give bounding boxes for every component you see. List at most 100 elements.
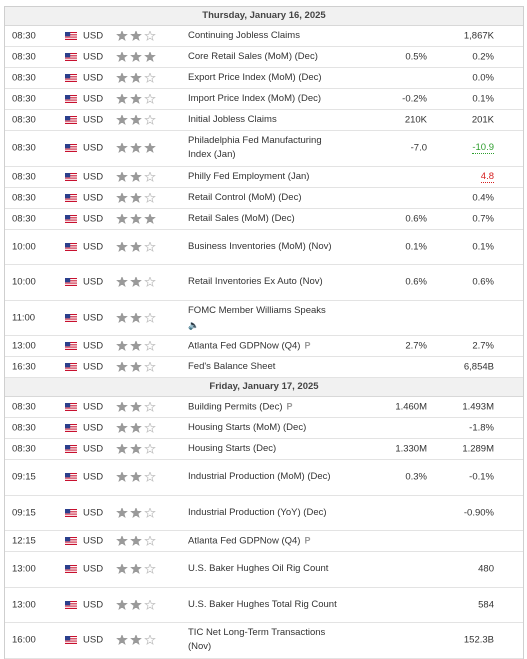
- event-row[interactable]: 13:00 USD Atlanta Fed GDPNow (Q4) P 2.7% 2.7%: [5, 336, 523, 357]
- event-row[interactable]: 16:00 USD TIC Net Long-Term Transactions (…: [5, 623, 523, 659]
- event-text[interactable]: Atlanta Fed GDPNow (Q4): [188, 340, 301, 352]
- event-row[interactable]: 13:00 USD U.S. Baker Hughes Total Rig Coun…: [5, 588, 523, 623]
- event-name[interactable]: Industrial Production (YoY) (Dec): [188, 506, 338, 520]
- page: Thursday, January 16, 2025 08:30 USD Contin…: [4, 6, 524, 659]
- event-name[interactable]: Retail Sales (MoM) (Dec): [188, 212, 338, 226]
- event-row[interactable]: 08:30 USD Retail Control (MoM) (Dec) 0.4%: [5, 188, 523, 209]
- importance: [116, 635, 156, 646]
- event-row[interactable]: 08:30 USD Housing Starts (MoM) (Dec) -1.8%: [5, 418, 523, 439]
- event-name[interactable]: Initial Jobless Claims: [188, 113, 338, 127]
- star: [116, 31, 128, 41]
- forecast: 1.330M: [395, 443, 427, 455]
- event-name[interactable]: FOMC Member Williams Speaks 🔈: [188, 304, 338, 332]
- event-row[interactable]: 12:15 USD Atlanta Fed GDPNow (Q4) P: [5, 531, 523, 552]
- star: [116, 312, 128, 323]
- event-row[interactable]: 08:30 USD Core Retail Sales (MoM) (Dec) 0.5…: [5, 47, 523, 68]
- event-text[interactable]: Housing Starts (Dec): [188, 443, 277, 454]
- event-name[interactable]: Atlanta Fed GDPNow (Q4) P: [188, 534, 338, 549]
- event-text[interactable]: Industrial Production (YoY) (Dec): [188, 506, 327, 518]
- event-row[interactable]: 08:30 USD Retail Sales (MoM) (Dec) 0.6% 0.7%: [5, 209, 523, 230]
- time: 09:15: [12, 507, 36, 519]
- us-flag: [65, 424, 77, 432]
- star: [130, 277, 142, 288]
- event-row[interactable]: 10:00 USD Retail Inventories Ex Auto (Nov)…: [5, 265, 523, 301]
- event-text[interactable]: Retail Sales (MoM) (Dec): [188, 212, 295, 224]
- forecast: -0.2%: [402, 93, 427, 105]
- us-flag: [65, 95, 77, 103]
- event-row[interactable]: 08:30 USD Import Price Index (MoM) (Dec) -0…: [5, 89, 523, 110]
- event-name[interactable]: Building Permits (Dec) P: [188, 400, 338, 415]
- event-name[interactable]: Atlanta Fed GDPNow (Q4) P: [188, 339, 338, 354]
- event-row[interactable]: 08:30 USD Philadelphia Fed Manufacturing I…: [5, 131, 523, 167]
- event-text[interactable]: Atlanta Fed GDPNow (Q4): [188, 535, 301, 547]
- star: [130, 94, 142, 104]
- event-name[interactable]: Retail Control (MoM) (Dec): [188, 191, 338, 205]
- event-name[interactable]: Continuing Jobless Claims: [188, 29, 338, 43]
- event-name[interactable]: Export Price Index (MoM) (Dec): [188, 71, 338, 85]
- event-name[interactable]: U.S. Baker Hughes Oil Rig Count: [188, 562, 338, 576]
- currency: USD: [83, 93, 104, 105]
- event-row[interactable]: 10:00 USD Business Inventories (MoM) (Nov)…: [5, 230, 523, 265]
- event-text[interactable]: Export Price Index (MoM) (Dec): [188, 72, 322, 83]
- event-text[interactable]: FOMC Member Williams Speaks: [188, 304, 326, 316]
- us-flag: [65, 473, 77, 482]
- currency: USD: [83, 471, 104, 483]
- event-text[interactable]: U.S. Baker Hughes Oil Rig Count: [188, 563, 329, 575]
- event-row[interactable]: 16:30 USD Fed's Balance Sheet 6,854B: [5, 357, 523, 378]
- event-row[interactable]: 11:00 USD FOMC Member Williams Speaks 🔈: [5, 301, 523, 336]
- event-text[interactable]: U.S. Baker Hughes Total Rig Count: [188, 598, 337, 610]
- forecast: 0.5%: [405, 51, 427, 63]
- event-row[interactable]: 08:30 USD Continuing Jobless Claims 1,867K: [5, 26, 523, 47]
- star: [116, 423, 128, 433]
- star: [144, 143, 156, 154]
- forecast: 2.7%: [405, 340, 427, 352]
- event-text[interactable]: Building Permits (Dec): [188, 401, 283, 413]
- event-text[interactable]: Philadelphia Fed Manufacturing Index (Ja…: [188, 135, 322, 161]
- event-name[interactable]: Housing Starts (MoM) (Dec): [188, 421, 338, 435]
- event-row[interactable]: 08:30 USD Building Permits (Dec) P 1.460M 1.4…: [5, 397, 523, 418]
- event-name[interactable]: Core Retail Sales (MoM) (Dec): [188, 50, 338, 64]
- event-row[interactable]: 08:30 USD Housing Starts (Dec) 1.330M 1.289M: [5, 439, 523, 460]
- event-text[interactable]: Continuing Jobless Claims: [188, 30, 300, 41]
- event-name[interactable]: Housing Starts (Dec): [188, 442, 338, 456]
- event-row[interactable]: 09:15 USD Industrial Production (YoY) (Dec…: [5, 496, 523, 531]
- importance: [116, 402, 156, 412]
- event-text[interactable]: Core Retail Sales (MoM) (Dec): [188, 51, 318, 62]
- event-row[interactable]: 09:15 USD Industrial Production (MoM) (Dec…: [5, 460, 523, 496]
- event-text[interactable]: Initial Jobless Claims: [188, 114, 277, 125]
- event-name[interactable]: Philly Fed Employment (Jan): [188, 170, 338, 184]
- star: [130, 564, 142, 575]
- event-name[interactable]: Retail Inventories Ex Auto (Nov): [188, 275, 338, 289]
- star: [144, 402, 156, 412]
- event-name[interactable]: Business Inventories (MoM) (Nov): [188, 240, 338, 254]
- star: [144, 312, 156, 323]
- event-text[interactable]: Retail Inventories Ex Auto (Nov): [188, 276, 323, 288]
- event-row[interactable]: 08:30 USD Export Price Index (MoM) (Dec) 0.…: [5, 68, 523, 89]
- event-text[interactable]: Fed's Balance Sheet: [188, 361, 276, 372]
- previous: 0.4%: [472, 192, 494, 203]
- event-name[interactable]: Import Price Index (MoM) (Dec): [188, 92, 338, 106]
- star: [116, 73, 128, 83]
- event-row[interactable]: 08:30 USD Initial Jobless Claims 210K 201K: [5, 110, 523, 131]
- event-name[interactable]: Philadelphia Fed Manufacturing Index (Ja…: [188, 134, 338, 162]
- event-text[interactable]: Import Price Index (MoM) (Dec): [188, 93, 322, 104]
- event-text[interactable]: Philly Fed Employment (Jan): [188, 170, 310, 182]
- event-text[interactable]: TIC Net Long-Term Transactions (Nov): [188, 627, 326, 653]
- event-text[interactable]: Retail Control (MoM) (Dec): [188, 191, 302, 203]
- event-name[interactable]: U.S. Baker Hughes Total Rig Count: [188, 598, 338, 612]
- event-row[interactable]: 08:30 USD Philly Fed Employment (Jan) 4.8: [5, 167, 523, 188]
- event-row[interactable]: 13:00 USD U.S. Baker Hughes Oil Rig Count 4…: [5, 552, 523, 588]
- us-flag: [65, 508, 77, 517]
- event-name[interactable]: Industrial Production (MoM) (Dec): [188, 470, 338, 484]
- time: 08:30: [12, 171, 36, 182]
- star: [116, 472, 128, 483]
- event-text[interactable]: Business Inventories (MoM) (Nov): [188, 240, 332, 252]
- event-text[interactable]: Industrial Production (MoM) (Dec): [188, 471, 331, 483]
- us-flag: [65, 32, 77, 40]
- forecast: 0.6%: [405, 276, 427, 288]
- importance: [116, 241, 156, 252]
- currency: USD: [83, 30, 104, 42]
- event-name[interactable]: Fed's Balance Sheet: [188, 360, 338, 374]
- event-name[interactable]: TIC Net Long-Term Transactions (Nov): [188, 626, 338, 654]
- event-text[interactable]: Housing Starts (MoM) (Dec): [188, 422, 307, 433]
